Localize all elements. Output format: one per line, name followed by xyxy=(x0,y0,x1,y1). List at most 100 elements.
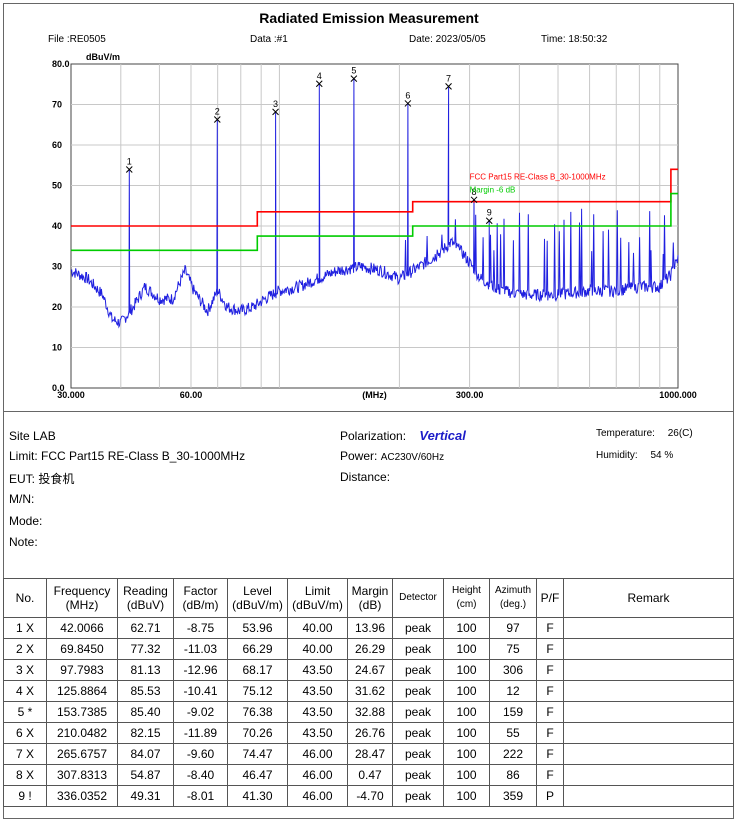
y-tick-label: 50 xyxy=(52,181,62,191)
cell-limit: 43.50 xyxy=(287,722,348,744)
polarization: Polarization: Vertical xyxy=(340,428,466,443)
cell-margin: 26.76 xyxy=(347,722,393,744)
cell-limit: 40.00 xyxy=(287,638,348,660)
cell-no: 7 X xyxy=(3,743,47,765)
cell-no: 9 ! xyxy=(3,785,47,807)
file-label: File :RE0505 xyxy=(48,34,106,45)
peak-marker-label: 7 xyxy=(446,73,451,83)
cell-no: 3 X xyxy=(3,659,47,681)
y-axis-unit: dBuV/m xyxy=(86,52,121,62)
y-tick-label: 20 xyxy=(52,302,62,312)
cell-freq: 153.7385 xyxy=(46,701,118,723)
polarization-label: Polarization: xyxy=(340,429,407,443)
cell-reading: 82.15 xyxy=(117,722,174,744)
data-label: Data :#1 xyxy=(250,34,288,45)
table-row: 8 X 307.8313 54.87 -8.40 46.47 46.00 0.47 peak 1… xyxy=(3,764,734,786)
peak-marker xyxy=(485,217,493,225)
cell-level: 68.17 xyxy=(227,659,288,681)
peak-marker-label: 3 xyxy=(273,99,278,109)
emission-chart: 0.0 10 20 30 40 50 60 70 80.0 30.000 60.00 (MHz) 300… xyxy=(52,59,697,400)
peak-marker-label: 5 xyxy=(351,66,356,76)
cell-height: 100 xyxy=(443,659,490,681)
col-frequency: Frequency (MHz) xyxy=(46,578,118,618)
cell-limit: 46.00 xyxy=(287,785,348,807)
cell-pf: P xyxy=(536,785,564,807)
cell-azimuth: 159 xyxy=(489,701,537,723)
cell-detector: peak xyxy=(392,638,444,660)
cell-azimuth: 75 xyxy=(489,638,537,660)
x-tick-label: 300.00 xyxy=(456,390,484,400)
table-row: 3 X 97.7983 81.13 -12.96 68.17 43.50 24.67 peak… xyxy=(3,659,734,681)
temperature-label: Temperature: xyxy=(596,428,655,439)
cell-pf: F xyxy=(536,680,564,702)
y-tick-label: 40 xyxy=(52,221,62,231)
cell-freq: 307.8313 xyxy=(46,764,118,786)
cell-level: 70.26 xyxy=(227,722,288,744)
cell-height: 100 xyxy=(443,680,490,702)
cell-margin: 32.88 xyxy=(347,701,393,723)
cell-level: 53.96 xyxy=(227,617,288,639)
eut-label: EUT: 投食机 xyxy=(9,472,75,486)
cell-pf: F xyxy=(536,722,564,744)
cell-margin: 13.96 xyxy=(347,617,393,639)
cell-detector: peak xyxy=(392,764,444,786)
cell-no: 6 X xyxy=(3,722,47,744)
cell-detector: peak xyxy=(392,680,444,702)
cell-factor: -11.03 xyxy=(173,638,228,660)
cell-pf: F xyxy=(536,743,564,765)
table-header-row: No. Frequency (MHz) Reading (dBuV) Factor(… xyxy=(3,578,734,618)
cell-azimuth: 86 xyxy=(489,764,537,786)
cell-freq: 69.8450 xyxy=(46,638,118,660)
x-tick-label: (MHz) xyxy=(362,390,387,400)
col-pf: P/F xyxy=(536,578,564,618)
cell-limit: 46.00 xyxy=(287,743,348,765)
x-tick-label: 60.00 xyxy=(180,390,203,400)
table-row: 7 X 265.6757 84.07 -9.60 74.47 46.00 28.47 peak… xyxy=(3,743,734,765)
peak-marker xyxy=(315,80,323,88)
temperature: Temperature: 26(C) xyxy=(596,428,693,439)
date-label: Date: 2023/05/05 xyxy=(409,34,486,45)
col-factor: Factor (dB/m) xyxy=(173,578,228,618)
cell-reading: 77.32 xyxy=(117,638,174,660)
cell-pf: F xyxy=(536,638,564,660)
cell-remark xyxy=(563,659,734,681)
cell-reading: 81.13 xyxy=(117,659,174,681)
y-tick-label: 70 xyxy=(52,100,62,110)
cell-height: 100 xyxy=(443,617,490,639)
peak-marker-label: 9 xyxy=(487,208,492,218)
peak-marker-label: 8 xyxy=(472,187,477,197)
cell-reading: 85.40 xyxy=(117,701,174,723)
table-row: 5 * 153.7385 85.40 -9.02 76.38 43.50 32.88 peak… xyxy=(3,701,734,723)
humidity: Humidity: 54 % xyxy=(596,450,673,461)
power-label: Power: xyxy=(340,449,378,463)
cell-azimuth: 55 xyxy=(489,722,537,744)
peak-marker xyxy=(350,75,358,83)
measurement-table: No. Frequency (MHz) Reading (dBuV) Factor(… xyxy=(3,578,734,807)
cell-remark xyxy=(563,680,734,702)
cell-level: 75.12 xyxy=(227,680,288,702)
cell-factor: -9.60 xyxy=(173,743,228,765)
cell-limit: 43.50 xyxy=(287,701,348,723)
cell-freq: 125.8864 xyxy=(46,680,118,702)
cell-freq: 210.0482 xyxy=(46,722,118,744)
col-reading: Reading (dBuV) xyxy=(117,578,174,618)
cell-no: 1 X xyxy=(3,617,47,639)
cell-margin: 0.47 xyxy=(347,764,393,786)
peak-marker-label: 4 xyxy=(317,71,322,81)
cell-limit: 40.00 xyxy=(287,617,348,639)
power: Power: AC230V/60Hz xyxy=(340,449,444,463)
peak-marker xyxy=(404,100,412,107)
col-limit: Limit (dBuV/m) xyxy=(287,578,348,618)
temperature-value: 26(C) xyxy=(667,428,693,439)
cell-azimuth: 359 xyxy=(489,785,537,807)
report-title: Radiated Emission Measurement xyxy=(259,10,479,26)
cell-limit: 43.50 xyxy=(287,659,348,681)
cell-level: 76.38 xyxy=(227,701,288,723)
y-tick-label: 80.0 xyxy=(52,59,70,69)
x-tick-label: 1000.000 xyxy=(659,390,697,400)
mode-label: Mode: xyxy=(9,514,43,528)
cell-pf: F xyxy=(536,617,564,639)
cell-azimuth: 222 xyxy=(489,743,537,765)
distance-label: Distance: xyxy=(340,470,391,484)
table-row: 2 X 69.8450 77.32 -11.03 66.29 40.00 26.29 peak… xyxy=(3,638,734,660)
